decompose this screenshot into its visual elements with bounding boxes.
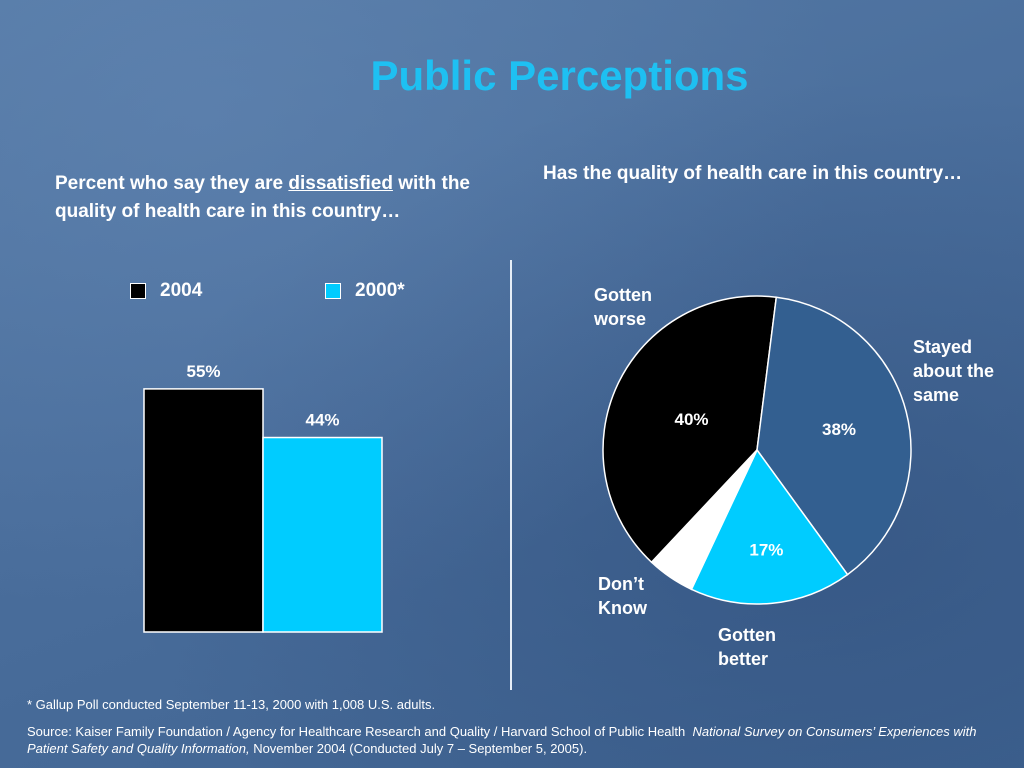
pie-label-gotten-better: 17%	[749, 541, 783, 560]
bar-label-2004: 55%	[186, 362, 220, 381]
pie-slice-dont-know	[650, 449, 758, 591]
bar-2000	[262, 436, 383, 633]
source-italic: National Survey on Consumers’ Experience…	[27, 724, 977, 756]
pie-category-dont-know: Don’t Know	[598, 574, 647, 618]
bar-title-after: with the quality of health care in this …	[55, 173, 470, 222]
page-title: Public Perceptions	[370, 52, 749, 99]
legend-label-2004: 2004	[160, 280, 203, 301]
pie-category-gotten-better: Gotten better	[718, 625, 776, 669]
bar-title-underlined: dissatisfied	[288, 173, 393, 194]
footnote: * Gallup Poll conducted September 11-13,…	[27, 697, 436, 712]
pie-chart-title: Has the quality of health care in this c…	[543, 163, 963, 184]
source-suffix: November 2004 (Conducted July 7 – Septem…	[249, 741, 588, 756]
bar-title-before: Percent who say they are	[55, 173, 289, 194]
chart-divider	[510, 260, 512, 690]
legend-label-2000: 2000*	[355, 280, 405, 301]
legend-swatch-2004	[130, 283, 146, 299]
source-prefix: Source: Kaiser Family Foundation / Agenc…	[27, 724, 686, 739]
pie-slice-gotten-better	[690, 448, 849, 605]
bar-2004	[143, 388, 264, 633]
bar-chart-title: Percent who say they are dissatisfied wi…	[55, 170, 475, 226]
pie-slice-stayed-same	[756, 296, 912, 576]
pie-label-stayed-same: 38%	[822, 420, 856, 439]
bar-label-2000: 44%	[305, 411, 339, 430]
pie-slice-gotten-worse	[602, 295, 778, 564]
legend-item-2004: 2004	[130, 280, 202, 302]
legend-item-2000: 2000*	[325, 280, 405, 302]
legend-swatch-2000	[325, 283, 341, 299]
pie-category-gotten-worse: Gotten worse	[594, 285, 652, 329]
source-note: Source: Kaiser Family Foundation / Agenc…	[27, 723, 987, 757]
pie-category-stayed-same: Stayed about the same	[913, 337, 994, 405]
pie-label-gotten-worse: 40%	[674, 410, 708, 429]
